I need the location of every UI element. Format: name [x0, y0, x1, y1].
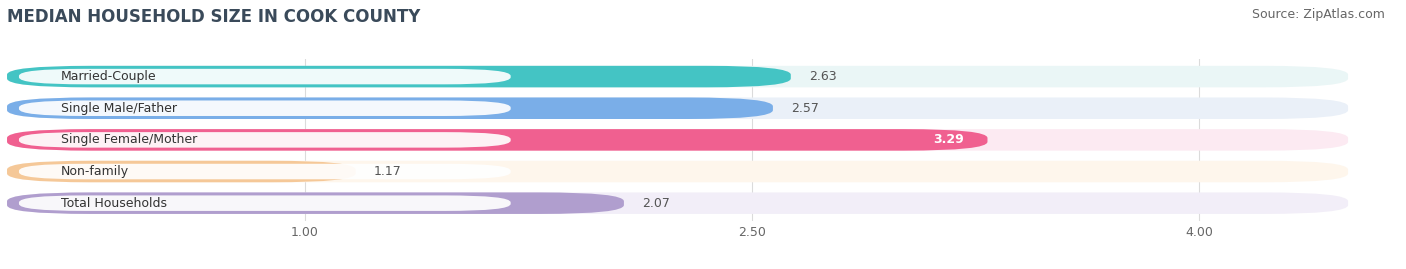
FancyBboxPatch shape: [7, 97, 1348, 119]
Text: 1.17: 1.17: [374, 165, 401, 178]
FancyBboxPatch shape: [7, 192, 624, 214]
Text: 2.57: 2.57: [790, 102, 818, 115]
FancyBboxPatch shape: [7, 192, 1348, 214]
FancyBboxPatch shape: [7, 161, 1348, 182]
FancyBboxPatch shape: [7, 66, 1348, 87]
Text: Single Female/Mother: Single Female/Mother: [60, 133, 197, 146]
FancyBboxPatch shape: [18, 195, 510, 211]
FancyBboxPatch shape: [7, 161, 356, 182]
FancyBboxPatch shape: [7, 129, 987, 151]
Text: 2.63: 2.63: [808, 70, 837, 83]
FancyBboxPatch shape: [18, 132, 510, 148]
Text: 3.29: 3.29: [934, 133, 963, 146]
FancyBboxPatch shape: [18, 69, 510, 84]
Text: Single Male/Father: Single Male/Father: [60, 102, 177, 115]
FancyBboxPatch shape: [18, 101, 510, 116]
FancyBboxPatch shape: [7, 97, 773, 119]
Text: Non-family: Non-family: [60, 165, 129, 178]
FancyBboxPatch shape: [18, 164, 510, 179]
Text: Total Households: Total Households: [60, 197, 167, 210]
Text: 2.07: 2.07: [641, 197, 669, 210]
FancyBboxPatch shape: [7, 66, 790, 87]
Text: Married-Couple: Married-Couple: [60, 70, 156, 83]
FancyBboxPatch shape: [7, 129, 1348, 151]
Text: MEDIAN HOUSEHOLD SIZE IN COOK COUNTY: MEDIAN HOUSEHOLD SIZE IN COOK COUNTY: [7, 8, 420, 26]
Text: Source: ZipAtlas.com: Source: ZipAtlas.com: [1251, 8, 1385, 21]
